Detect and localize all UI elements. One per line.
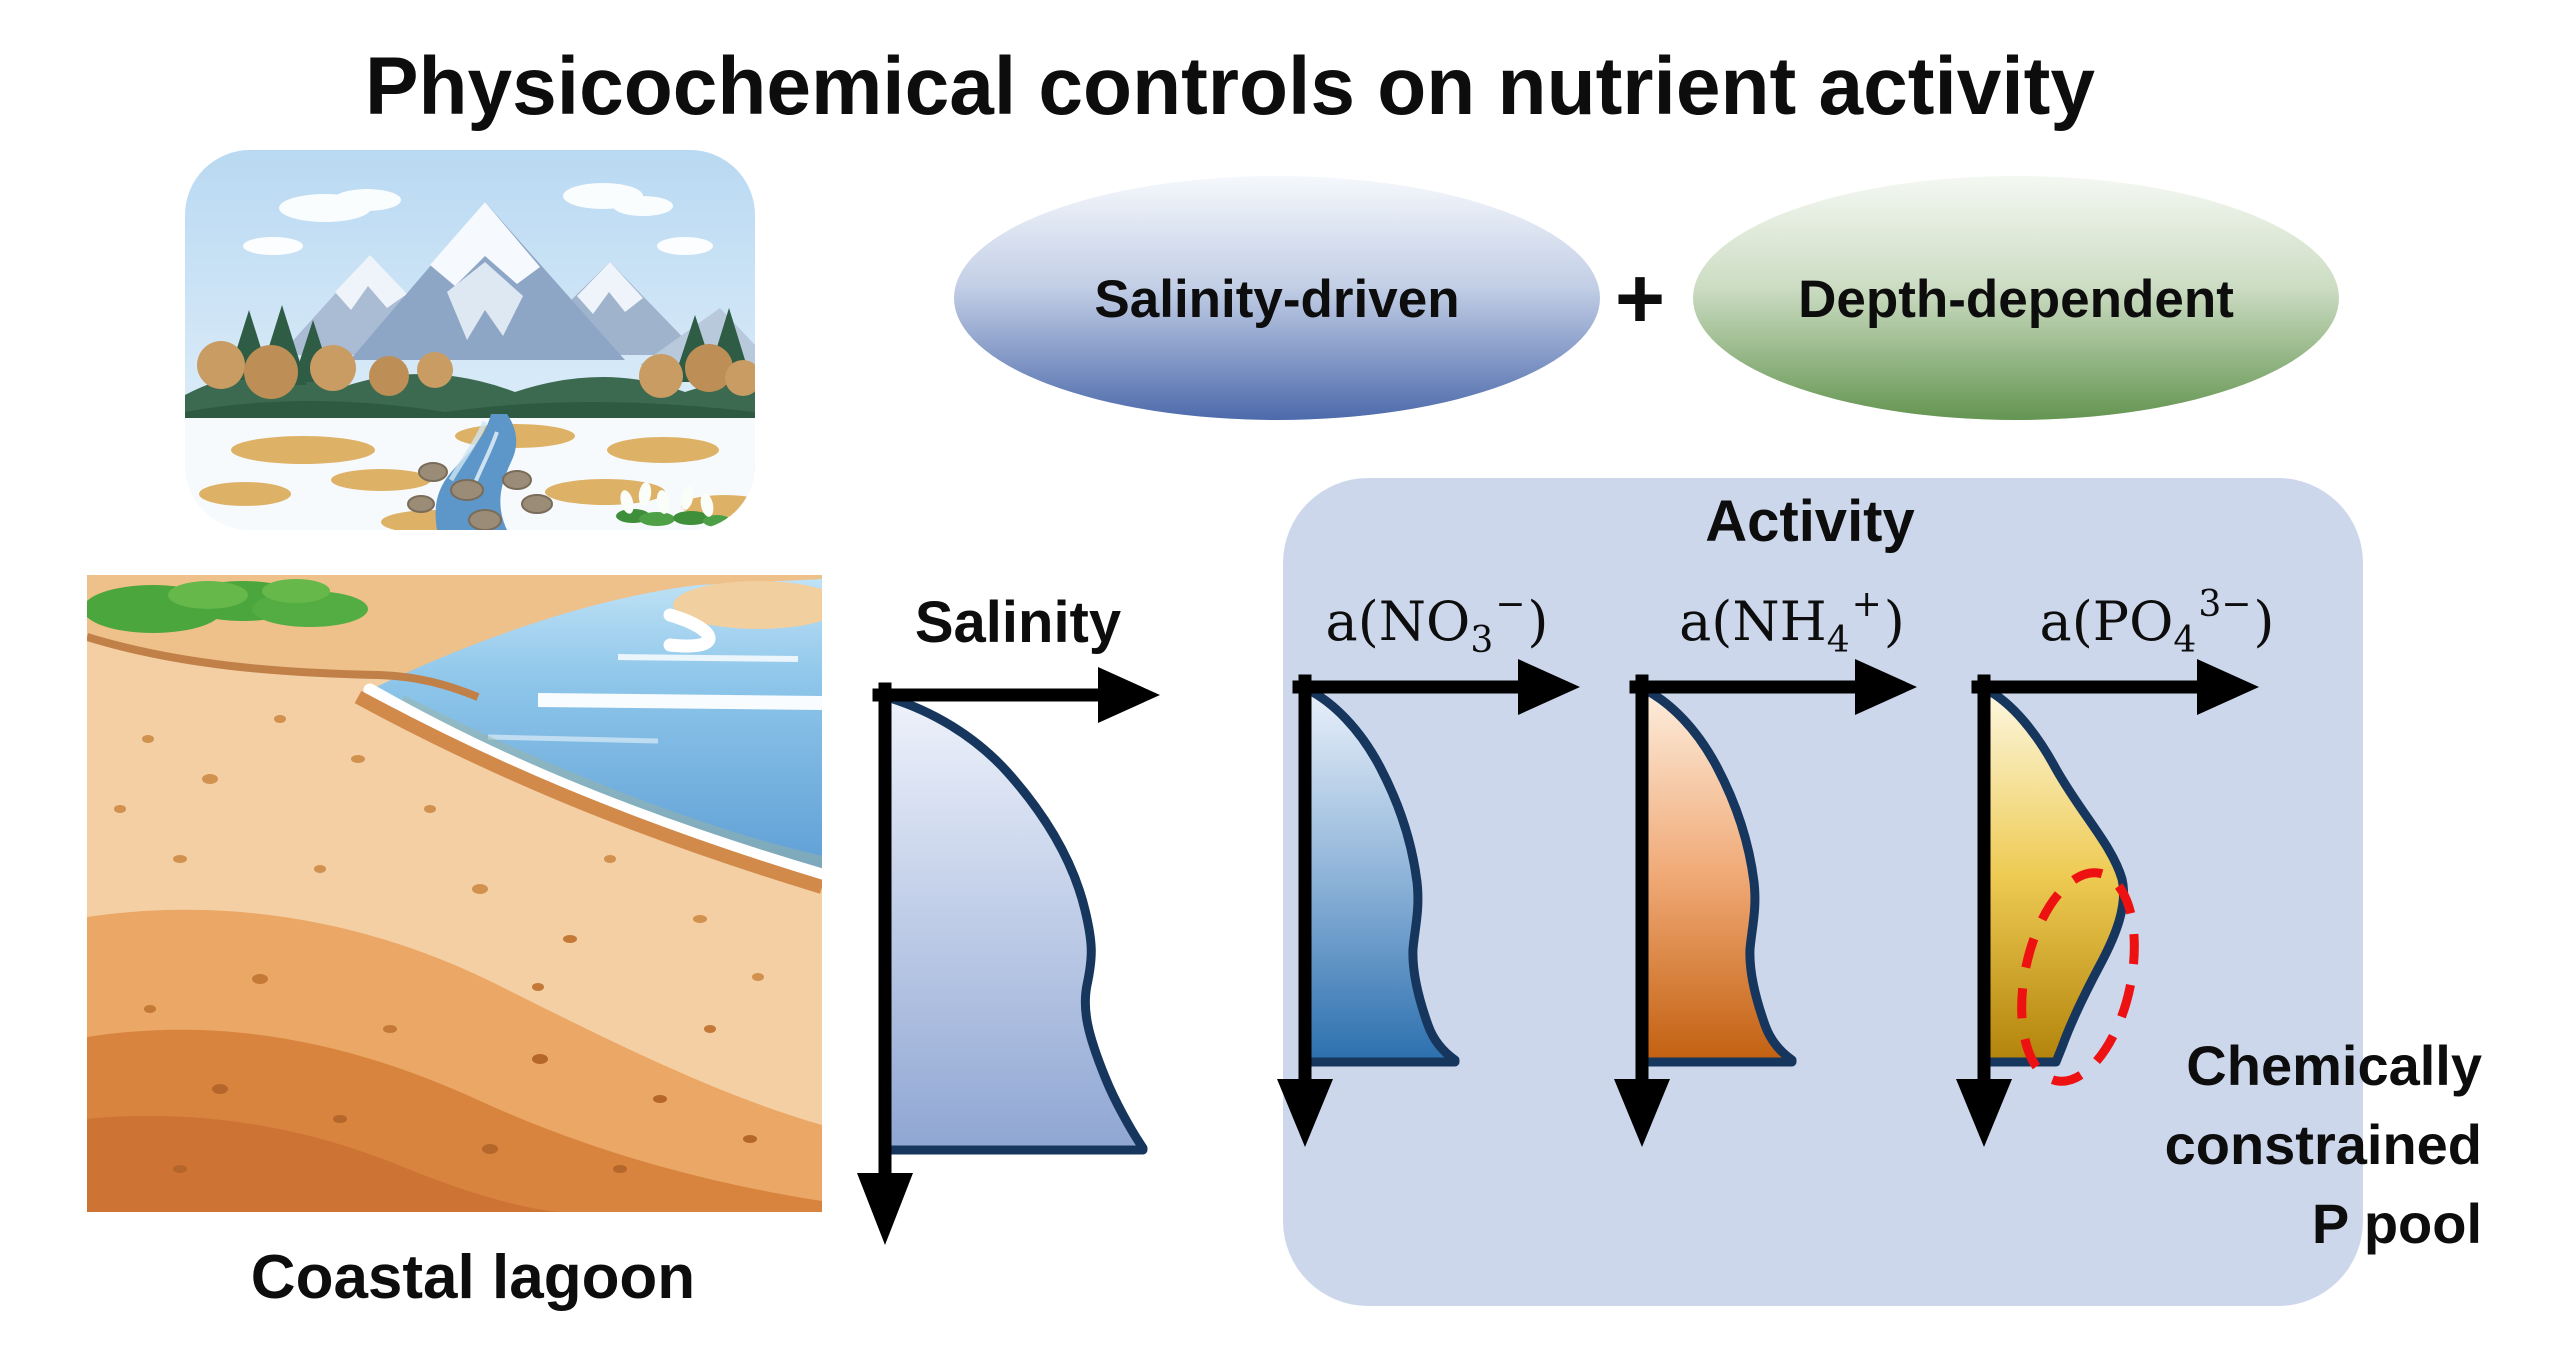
salinity-profile-plot: Salinity	[857, 590, 1160, 1245]
phosphate-label: a(PO43−)	[2040, 584, 2275, 661]
salinity-axis-label: Salinity	[915, 590, 1121, 655]
stream	[435, 414, 517, 530]
salinity-x-arrowhead	[1098, 667, 1160, 723]
cliff-edge-line	[87, 633, 480, 701]
page-title: Physicochemical controls on nutrient act…	[365, 41, 2095, 132]
salinity-driven-label: Salinity-driven	[1094, 270, 1459, 329]
sand-spit	[673, 581, 822, 629]
sand-speckles	[114, 715, 764, 1173]
spit-shoreline	[663, 608, 716, 653]
nitrate-label: a(NO3−)	[1326, 584, 1549, 661]
p-pool-highlight-ellipse	[2017, 868, 2139, 1086]
autumn-tree-icons	[197, 341, 755, 399]
deep-sand-layer	[87, 1115, 558, 1212]
nitrate-profile-plot	[1277, 659, 1580, 1147]
ammonium-label: a(NH4+)	[1679, 584, 1905, 661]
phosphate-profile-plot	[1956, 659, 2259, 1147]
lagoon-caption: Coastal lagoon	[251, 1243, 695, 1312]
rock-icons	[407, 462, 553, 530]
plus-sign: +	[1615, 251, 1665, 347]
salinity-driven-ellipse	[954, 176, 1600, 420]
p-pool-annotation: Chemically constrained P pool	[2165, 1034, 2482, 1255]
shoreline-rim	[363, 683, 822, 882]
lagoon-water	[370, 579, 822, 872]
annotation-line-3: P pool	[2312, 1192, 2482, 1255]
shore-edge-band	[354, 690, 822, 894]
depth-dependent-ellipse	[1693, 176, 2339, 420]
cloud-icons	[243, 183, 713, 255]
nitrate-profile-area	[1302, 684, 1460, 1067]
salinity-y-arrowhead	[857, 1173, 913, 1245]
phosphate-profile-area	[1981, 684, 2129, 1067]
depth-dependent-label: Depth-dependent	[1798, 270, 2234, 329]
annotation-line-2: constrained	[2165, 1113, 2482, 1176]
activity-panel-title: Activity	[1705, 489, 1915, 554]
water-streaks	[487, 654, 822, 744]
annotation-line-1: Chemically	[2186, 1034, 2482, 1097]
ammonium-profile-area	[1639, 684, 1797, 1067]
mountain-illustration	[185, 150, 755, 530]
salinity-profile-area	[882, 692, 1148, 1155]
lagoon-illustration	[87, 575, 822, 1212]
vegetation	[87, 579, 368, 633]
ammonium-profile-plot	[1614, 659, 1917, 1147]
